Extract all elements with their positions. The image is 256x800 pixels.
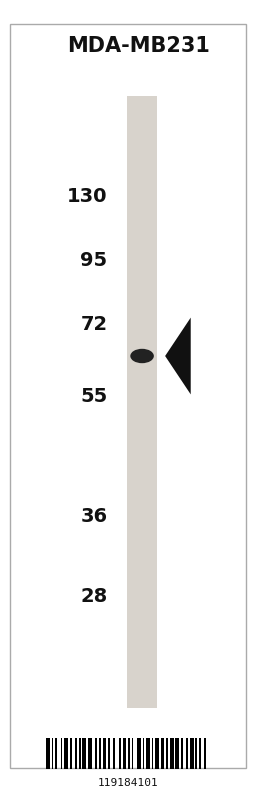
Bar (190, 738, 194, 769)
Bar (137, 738, 141, 769)
Bar (79, 738, 81, 769)
Bar (95, 738, 97, 769)
Text: 95: 95 (80, 250, 108, 270)
Bar (51, 738, 53, 769)
Bar (199, 738, 201, 769)
Bar (102, 738, 106, 769)
Bar (128, 738, 130, 769)
Bar (195, 738, 197, 769)
Bar (55, 738, 57, 769)
Bar (181, 738, 183, 769)
Bar (88, 738, 92, 769)
Bar (146, 738, 150, 769)
Bar (205, 738, 206, 769)
Bar (155, 738, 159, 769)
Bar (46, 738, 50, 769)
Text: 130: 130 (67, 186, 108, 206)
Bar (161, 738, 164, 769)
Bar (152, 738, 154, 769)
Bar (119, 738, 121, 769)
Text: 28: 28 (80, 586, 108, 606)
Bar (166, 738, 168, 769)
Polygon shape (165, 318, 191, 394)
Ellipse shape (130, 349, 154, 363)
Bar (113, 738, 115, 769)
Bar (186, 738, 188, 769)
Bar (175, 738, 179, 769)
Bar (123, 738, 126, 769)
Text: MDA-MB231: MDA-MB231 (67, 36, 210, 56)
Bar (70, 738, 72, 769)
Bar (75, 738, 77, 769)
Bar (99, 738, 101, 769)
Bar (127, 96, 157, 708)
Bar (64, 738, 68, 769)
Bar (108, 738, 110, 769)
Text: 119184101: 119184101 (98, 778, 158, 789)
Bar (82, 738, 86, 769)
Bar (170, 738, 174, 769)
Text: 55: 55 (80, 386, 108, 406)
Bar (61, 738, 62, 769)
Text: 36: 36 (80, 506, 108, 526)
Bar (132, 738, 133, 769)
Bar (143, 738, 144, 769)
Text: 72: 72 (80, 314, 108, 334)
